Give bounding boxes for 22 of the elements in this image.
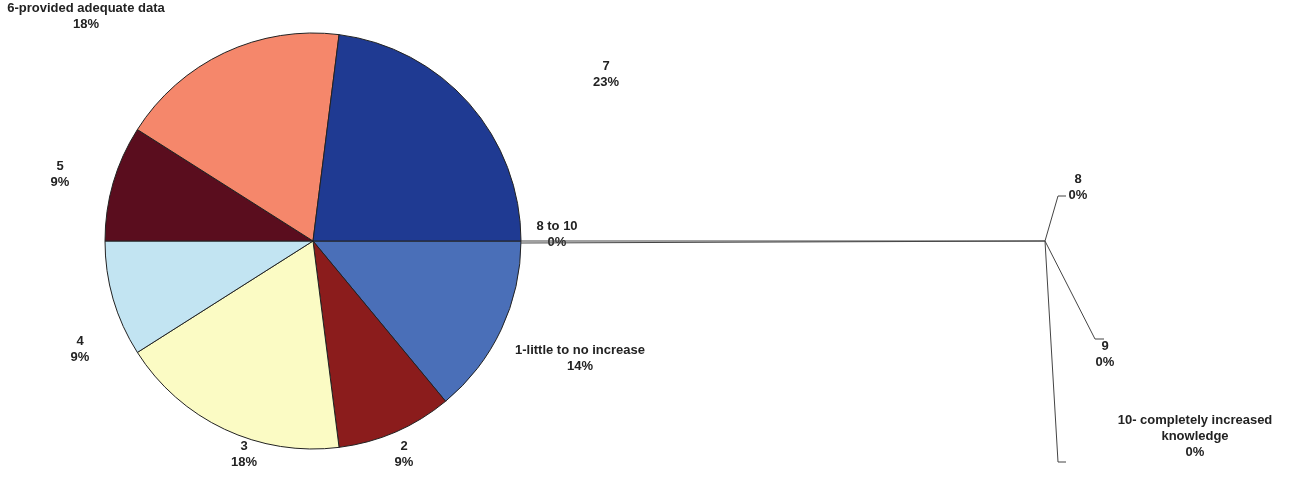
text: 0% bbox=[547, 234, 567, 249]
slice-label: 2 bbox=[400, 438, 408, 453]
slice-label: 7 bbox=[602, 58, 610, 73]
data-label: 23% bbox=[592, 74, 620, 89]
data-label: 9% bbox=[394, 454, 414, 469]
data-label: 18% bbox=[230, 454, 258, 469]
category-label: 8 bbox=[1074, 171, 1082, 186]
slice-label: 6-provided adequate data bbox=[7, 0, 166, 15]
category-label: 10- completely increased knowledge bbox=[1117, 412, 1273, 443]
category-label: 9 bbox=[1101, 338, 1109, 353]
data-label: 18% bbox=[72, 16, 100, 31]
slice-label: 5 bbox=[56, 158, 64, 173]
data-label: 9% bbox=[50, 174, 70, 189]
category-label: 8 to 10 bbox=[536, 218, 578, 233]
data-label: 0% bbox=[1068, 187, 1088, 202]
data-label: 14% bbox=[566, 358, 594, 373]
slice-label: 3 bbox=[240, 438, 248, 453]
slice-label: 4 bbox=[76, 333, 85, 348]
data-label: 0% bbox=[1185, 444, 1205, 459]
data-label: 9% bbox=[70, 349, 90, 364]
data-label: 0% bbox=[1095, 354, 1115, 369]
slice-label: 1-little to no increase bbox=[514, 342, 646, 357]
